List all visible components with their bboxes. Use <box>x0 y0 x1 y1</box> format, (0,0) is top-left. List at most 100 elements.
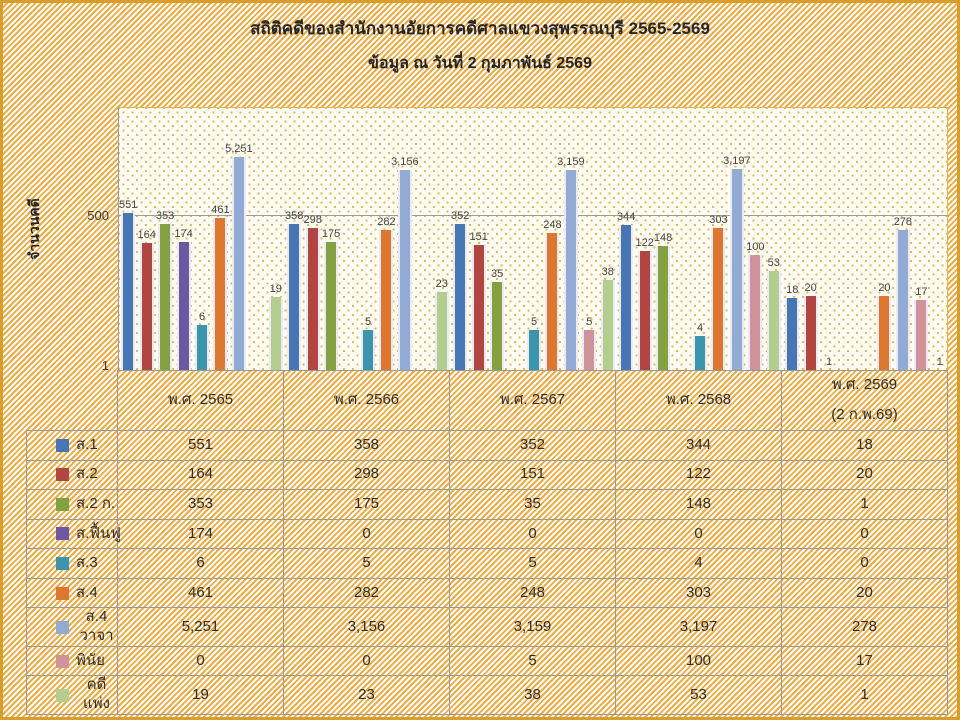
legend-row-label: ส.3 <box>26 549 118 579</box>
bar-ส.4-พ.ศ. 2565 <box>213 218 228 370</box>
legend-row-label: ส.2 <box>26 460 118 491</box>
table-value-cell: 20 <box>782 578 948 609</box>
table-value-cell: 5,251 <box>118 608 284 647</box>
legend-key-ส.4 <box>56 586 69 600</box>
legend-label-text: ส.3 <box>76 554 98 572</box>
bar-ส.2-พ.ศ. 2566 <box>305 228 320 370</box>
bar-ส.2 ก.-พ.ศ. 2568 <box>656 246 671 370</box>
bar-value-label: 20 <box>878 282 891 294</box>
bar-value-label: 278 <box>893 216 913 228</box>
table-value-cell: 53 <box>616 676 782 715</box>
table-value-cell: 551 <box>118 431 284 461</box>
legend-label-text: ส.2 <box>76 465 98 483</box>
table-value-cell: 3,156 <box>284 608 450 647</box>
legend-label-text: ส.2 ก. <box>76 495 116 513</box>
legend-key-พินัย <box>56 654 69 668</box>
legend-key-ส.ฟื้นฟู <box>56 527 69 541</box>
bar-พินัย-พ.ศ. 2567 <box>582 330 597 370</box>
bar-ส.3-พ.ศ. 2568 <box>693 336 707 370</box>
bar-ส.2-พ.ศ. 2567 <box>471 245 486 370</box>
legend-row-label: ส.ฟื้นฟู <box>26 519 121 550</box>
x-axis-category-label: พ.ศ. 2567 <box>450 370 616 431</box>
legend-row-label: ส.4 <box>26 578 118 609</box>
legend-label-text: ส.ฟื้นฟู <box>76 524 121 542</box>
bar-ส.2 ก.-พ.ศ. 2566 <box>324 242 339 370</box>
table-value-cell: 3,197 <box>616 608 782 647</box>
bar-ส.3-พ.ศ. 2567 <box>527 330 541 370</box>
bar-ส.4 วาจา-พ.ศ. 2566 <box>397 170 412 370</box>
table-value-cell: 0 <box>284 519 450 550</box>
table-value-cell: 5 <box>450 646 616 677</box>
bar-value-label: 1 <box>826 356 833 368</box>
legend-key-คดีแพ่ง <box>56 688 69 702</box>
bar-ส.1-พ.ศ. 2568 <box>619 225 634 370</box>
bar-ส.4 วาจา-พ.ศ. 2568 <box>729 169 744 370</box>
table-value-cell: 0 <box>782 549 948 579</box>
bar-ส.1-พ.ศ. 2566 <box>287 224 302 370</box>
table-value-cell: 6 <box>118 549 284 579</box>
legend-row-label: ส.4 วาจา <box>26 608 118 647</box>
legend-key-ส.4 วาจา <box>56 620 69 634</box>
bar-value-label: 298 <box>303 214 322 226</box>
bar-ส.1-พ.ศ. 2565 <box>121 213 136 370</box>
table-value-cell: 18 <box>782 431 948 461</box>
bar-ส.1-พ.ศ. 2569 <box>785 298 800 370</box>
bar-value-label: 461 <box>211 204 230 216</box>
legend-label-text: พินัย <box>76 651 105 669</box>
table-value-cell: 0 <box>782 519 948 550</box>
legend-key-ส.2 ก. <box>56 497 69 511</box>
table-value-cell: 20 <box>782 460 948 491</box>
bar-value-label: 38 <box>601 266 614 278</box>
bar-ส.4-พ.ศ. 2566 <box>379 230 394 370</box>
table-value-cell: 19 <box>118 676 284 715</box>
y-axis-title: จำนวนคดี <box>26 198 42 260</box>
table-value-cell: 0 <box>450 519 616 550</box>
legend-row-label: ส.1 <box>26 431 118 461</box>
bar-ส.3-พ.ศ. 2566 <box>361 330 375 370</box>
legend-label-text: ส.4 วาจา <box>79 608 114 645</box>
bar-value-label: 3,156 <box>391 156 419 168</box>
bar-value-label: 353 <box>155 210 175 222</box>
bar-value-label: 174 <box>174 228 193 240</box>
y-axis-tick-1: 1 <box>101 358 109 373</box>
bar-value-label: 5,251 <box>225 143 253 155</box>
bar-value-label: 20 <box>804 282 817 294</box>
legend-label-text: ส.1 <box>76 435 98 453</box>
table-value-cell: 164 <box>118 460 284 491</box>
table-value-cell: 353 <box>118 490 284 520</box>
table-value-cell: 17 <box>782 646 948 677</box>
bar-คดีแพ่ง-พ.ศ. 2565 <box>268 297 283 370</box>
bar-ส.1-พ.ศ. 2567 <box>453 224 468 370</box>
table-value-cell: 100 <box>616 646 782 677</box>
table-value-cell: 344 <box>616 431 782 461</box>
table-value-cell: 5 <box>450 549 616 579</box>
bar-value-label: 3,197 <box>723 155 751 167</box>
table-value-cell: 5 <box>284 549 450 579</box>
bar-ส.2 ก.-พ.ศ. 2567 <box>490 282 505 370</box>
bar-value-label: 248 <box>543 219 562 231</box>
table-value-cell: 461 <box>118 578 284 609</box>
bar-ส.3-พ.ศ. 2565 <box>195 325 209 370</box>
x-axis-category-label: พ.ศ. 2565 <box>118 370 284 431</box>
table-value-cell: 248 <box>450 578 616 609</box>
table-value-cell: 38 <box>450 676 616 715</box>
table-value-cell: 352 <box>450 431 616 461</box>
table-value-cell: 4 <box>616 549 782 579</box>
table-value-cell: 1 <box>782 490 948 520</box>
chart-subtitle: ข้อมูล ณ วันที่ 2 กุมภาพันธ์ 2569 <box>368 55 592 72</box>
data-table: พ.ศ. 2565 พ.ศ. 2566 พ.ศ. 2567 พ.ศ. 2568 พ.ศ.… <box>26 370 948 715</box>
bar-value-label: 358 <box>285 210 304 222</box>
table-corner-cell <box>26 370 118 431</box>
plot-area: 551 164 353 174 6 461 5,251 19 358 298 175 5 282 3,15… <box>118 107 948 370</box>
legend-label-text: ส.4 <box>76 583 98 601</box>
bar-ส.4 วาจา-พ.ศ. 2565 <box>231 157 246 370</box>
bar-value-label: 122 <box>635 237 654 249</box>
table-left-border <box>26 431 27 715</box>
table-value-cell: 23 <box>284 676 450 715</box>
bar-value-label: 19 <box>269 283 282 295</box>
bar-ส.2-พ.ศ. 2565 <box>139 243 154 370</box>
table-value-cell: 278 <box>782 608 948 647</box>
bar-value-label: 164 <box>137 229 156 241</box>
legend-row-label: พินัย <box>26 646 118 677</box>
